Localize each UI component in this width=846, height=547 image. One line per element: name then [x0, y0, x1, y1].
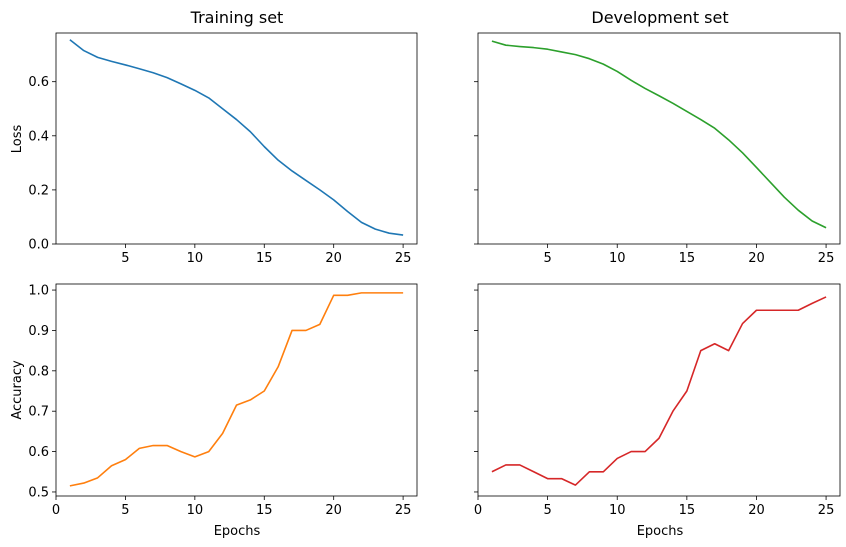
subplot-panels: 5 10 15 20 25 0.0 0.2 0.4 0.6 5 10 15 20 25 0 5 10 15 20 25… [28, 32, 841, 518]
x-tick-label: 5 [121, 503, 129, 518]
subplot-4: 0 5 10 15 20 25 [474, 283, 841, 518]
y-tick-label: 0.6 [28, 75, 49, 90]
plot-frame [55, 283, 418, 497]
series-line [491, 40, 827, 229]
x-tick-label: 10 [187, 503, 204, 518]
series-line [69, 292, 404, 487]
x-tick-label: 5 [543, 503, 551, 518]
subplot-3: 0 5 10 15 20 25 0.5 0.6 0.7 0.8 0.9 1.0 [28, 283, 418, 518]
x-tick-label: 10 [609, 503, 626, 518]
y-tick-label: 0.7 [28, 405, 49, 420]
x-tick-label: 10 [609, 251, 626, 266]
training-set-title: Training set [190, 8, 284, 27]
y-tick-label: 0.0 [28, 238, 49, 253]
series-line [69, 39, 404, 236]
x-tick-label: 25 [818, 503, 835, 518]
x-tick-label: 15 [256, 251, 273, 266]
y-tick-label: 0.9 [28, 324, 49, 339]
x-tick-label: 5 [543, 251, 551, 266]
plot-frame [55, 32, 418, 245]
y-tick-label: 0.6 [28, 445, 49, 460]
plot-frame [477, 283, 841, 497]
series-line [491, 296, 827, 486]
x-tick-label: 15 [256, 503, 273, 518]
subplot-1: 5 10 15 20 25 0.0 0.2 0.4 0.6 [28, 32, 418, 266]
subplot-2: 5 10 15 20 25 [474, 32, 841, 266]
y-tick-label: 0.5 [28, 485, 49, 500]
x-tick-label: 25 [818, 251, 835, 266]
y-tick-label: 0.8 [28, 364, 49, 379]
x-tick-label: 25 [395, 251, 412, 266]
epochs-axis-label-left: Epochs [214, 524, 261, 539]
epochs-axis-label-right: Epochs [637, 524, 684, 539]
plot-frame [477, 32, 841, 245]
x-tick-label: 0 [52, 503, 60, 518]
x-tick-label: 20 [748, 251, 765, 266]
x-tick-label: 20 [325, 251, 342, 266]
x-tick-label: 25 [395, 503, 412, 518]
x-tick-label: 15 [679, 251, 696, 266]
y-tick-label: 1.0 [28, 284, 49, 299]
loss-axis-label: Loss [10, 125, 25, 154]
y-tick-label: 0.2 [28, 183, 49, 198]
y-tick-label: 0.4 [28, 129, 49, 144]
x-tick-label: 20 [748, 503, 765, 518]
x-tick-label: 20 [325, 503, 342, 518]
x-tick-label: 5 [121, 251, 129, 266]
x-tick-label: 10 [187, 251, 204, 266]
x-tick-label: 15 [679, 503, 696, 518]
accuracy-axis-label: Accuracy [10, 360, 25, 420]
x-tick-label: 0 [474, 503, 482, 518]
development-set-title: Development set [591, 8, 728, 27]
